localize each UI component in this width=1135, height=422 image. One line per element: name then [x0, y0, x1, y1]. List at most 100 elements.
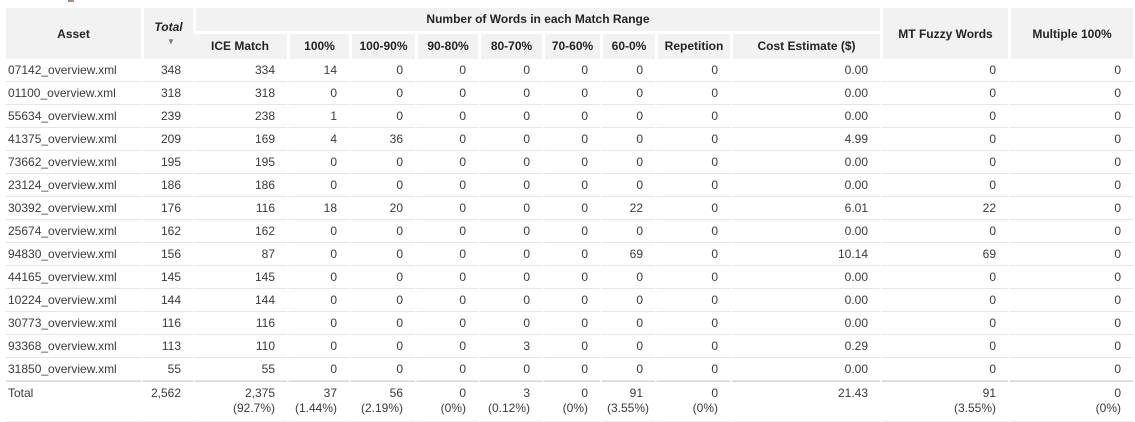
value-cell[interactable]: 0	[287, 151, 349, 174]
total-row[interactable]: Total 2,562 2,375 (92.7%) 37 (1.44%) 56 (2.19%)…	[6, 381, 1134, 422]
value-cell[interactable]: 162	[141, 220, 193, 243]
value-cell[interactable]: 0	[1008, 174, 1134, 197]
value-cell[interactable]: 0	[415, 220, 478, 243]
value-cell[interactable]: 0	[349, 243, 415, 266]
value-cell[interactable]: 0	[1008, 335, 1134, 358]
value-cell[interactable]: 0	[478, 243, 542, 266]
table-row[interactable]: 07142_overview.xml 348 334 14 0 0 0 0 0 0 0.00 0 0	[6, 59, 1134, 82]
value-cell[interactable]: 0.00	[730, 82, 881, 105]
value-cell[interactable]: 0	[349, 82, 415, 105]
value-cell[interactable]: 0	[880, 128, 1009, 151]
value-cell[interactable]: 0	[600, 220, 655, 243]
value-cell[interactable]: 239	[141, 105, 193, 128]
asset-cell[interactable]: 01100_overview.xml	[6, 82, 141, 105]
table-row[interactable]: 44165_overview.xml 145 145 0 0 0 0 0 0 0 0.00 0 0	[6, 266, 1134, 289]
value-cell[interactable]: 116	[193, 197, 287, 220]
value-cell[interactable]: 0	[542, 128, 600, 151]
value-cell[interactable]: 0.00	[730, 220, 881, 243]
table-row[interactable]: 31850_overview.xml 55 55 0 0 0 0 0 0 0 0.00 0 0	[6, 358, 1134, 381]
asset-cell[interactable]: 23124_overview.xml	[6, 174, 141, 197]
column-header-mt-fuzzy-words[interactable]: MT Fuzzy Words	[880, 8, 1009, 59]
value-cell[interactable]: 0	[655, 358, 730, 381]
value-cell[interactable]: 0	[478, 82, 542, 105]
value-cell[interactable]: 0	[415, 105, 478, 128]
value-cell[interactable]: 0.29	[730, 335, 881, 358]
value-cell[interactable]: 0	[600, 82, 655, 105]
value-cell[interactable]: 144	[193, 289, 287, 312]
value-cell[interactable]: 209	[141, 128, 193, 151]
column-header-90-80[interactable]: 90-80%	[415, 33, 478, 59]
asset-cell[interactable]: 44165_overview.xml	[6, 266, 141, 289]
value-cell[interactable]: 69	[600, 243, 655, 266]
value-cell[interactable]: 238	[193, 105, 287, 128]
value-cell[interactable]: 145	[141, 266, 193, 289]
value-cell[interactable]: 0	[478, 197, 542, 220]
value-cell[interactable]: 55	[141, 358, 193, 381]
asset-cell[interactable]: 30773_overview.xml	[6, 312, 141, 335]
column-header-cost-estimate[interactable]: Cost Estimate ($)	[730, 33, 881, 59]
value-cell[interactable]: 162	[193, 220, 287, 243]
value-cell[interactable]: 18	[287, 197, 349, 220]
value-cell[interactable]: 113	[141, 335, 193, 358]
value-cell[interactable]: 0	[415, 151, 478, 174]
table-row[interactable]: 10224_overview.xml 144 144 0 0 0 0 0 0 0 0.00 0 0	[6, 289, 1134, 312]
value-cell[interactable]: 0	[655, 266, 730, 289]
value-cell[interactable]: 0	[880, 82, 1009, 105]
table-row[interactable]: 01100_overview.xml 318 318 0 0 0 0 0 0 0 0.00 0 0	[6, 82, 1134, 105]
value-cell[interactable]: 14	[287, 59, 349, 82]
value-cell[interactable]: 0	[542, 82, 600, 105]
value-cell[interactable]: 0.00	[730, 105, 881, 128]
asset-cell[interactable]: 30392_overview.xml	[6, 197, 141, 220]
value-cell[interactable]: 0	[655, 82, 730, 105]
value-cell[interactable]: 145	[193, 266, 287, 289]
table-row[interactable]: 30773_overview.xml 116 116 0 0 0 0 0 0 0 0.00 0 0	[6, 312, 1134, 335]
value-cell[interactable]: 156	[141, 243, 193, 266]
value-cell[interactable]: 0	[600, 151, 655, 174]
value-cell[interactable]: 0	[415, 266, 478, 289]
value-cell[interactable]: 0	[600, 312, 655, 335]
column-header-multiple-100[interactable]: Multiple 100%	[1008, 8, 1134, 59]
table-row[interactable]: 30392_overview.xml 176 116 18 20 0 0 0 22 0 6.01 22…	[6, 197, 1134, 220]
value-cell[interactable]: 0	[600, 105, 655, 128]
value-cell[interactable]: 0	[1008, 82, 1134, 105]
column-header-total[interactable]: Total ▼	[141, 8, 193, 59]
value-cell[interactable]: 0	[287, 174, 349, 197]
value-cell[interactable]: 0.00	[730, 358, 881, 381]
value-cell[interactable]: 0	[542, 335, 600, 358]
value-cell[interactable]: 116	[193, 312, 287, 335]
asset-cell[interactable]: 93368_overview.xml	[6, 335, 141, 358]
value-cell[interactable]: 0	[655, 128, 730, 151]
value-cell[interactable]: 4	[287, 128, 349, 151]
value-cell[interactable]: 0.00	[730, 266, 881, 289]
value-cell[interactable]: 0	[880, 289, 1009, 312]
column-header-100-90[interactable]: 100-90%	[349, 33, 415, 59]
value-cell[interactable]: 0	[655, 174, 730, 197]
value-cell[interactable]: 0	[542, 151, 600, 174]
value-cell[interactable]: 0	[542, 243, 600, 266]
value-cell[interactable]: 195	[193, 151, 287, 174]
value-cell[interactable]: 0	[542, 358, 600, 381]
value-cell[interactable]: 22	[600, 197, 655, 220]
value-cell[interactable]: 22	[880, 197, 1009, 220]
value-cell[interactable]: 0	[542, 266, 600, 289]
table-row[interactable]: 93368_overview.xml 113 110 0 0 0 3 0 0 0 0.29 0 0	[6, 335, 1134, 358]
value-cell[interactable]: 0	[1008, 151, 1134, 174]
value-cell[interactable]: 0	[542, 197, 600, 220]
value-cell[interactable]: 0	[478, 312, 542, 335]
value-cell[interactable]: 0	[1008, 59, 1134, 82]
value-cell[interactable]: 0	[478, 266, 542, 289]
value-cell[interactable]: 0	[287, 220, 349, 243]
value-cell[interactable]: 0	[542, 312, 600, 335]
value-cell[interactable]: 0	[600, 335, 655, 358]
asset-cell[interactable]: 25674_overview.xml	[6, 220, 141, 243]
value-cell[interactable]: 0	[542, 289, 600, 312]
column-header-asset[interactable]: Asset	[6, 8, 141, 59]
asset-cell[interactable]: 94830_overview.xml	[6, 243, 141, 266]
value-cell[interactable]: 110	[193, 335, 287, 358]
value-cell[interactable]: 0	[655, 151, 730, 174]
value-cell[interactable]: 0	[287, 243, 349, 266]
value-cell[interactable]: 0	[1008, 312, 1134, 335]
value-cell[interactable]: 0	[600, 289, 655, 312]
value-cell[interactable]: 0	[415, 312, 478, 335]
value-cell[interactable]: 0	[478, 151, 542, 174]
